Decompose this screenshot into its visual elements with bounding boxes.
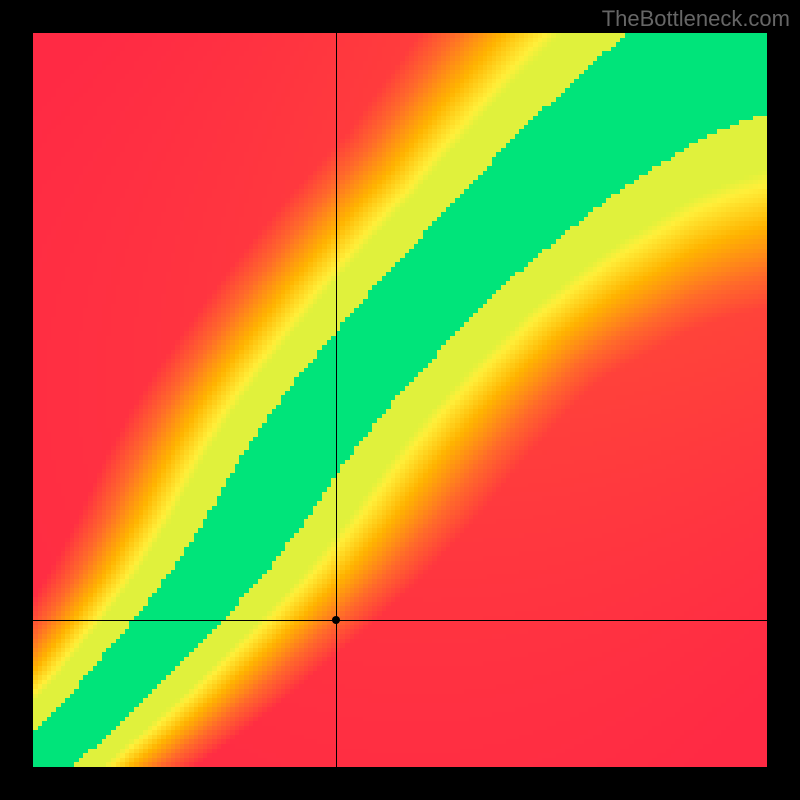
crosshair-horizontal <box>33 620 767 621</box>
chart-container: { "watermark": { "text": "TheBottleneck.… <box>0 0 800 800</box>
crosshair-vertical <box>336 33 337 767</box>
bottleneck-heatmap <box>0 0 800 800</box>
watermark-text: TheBottleneck.com <box>602 6 790 32</box>
